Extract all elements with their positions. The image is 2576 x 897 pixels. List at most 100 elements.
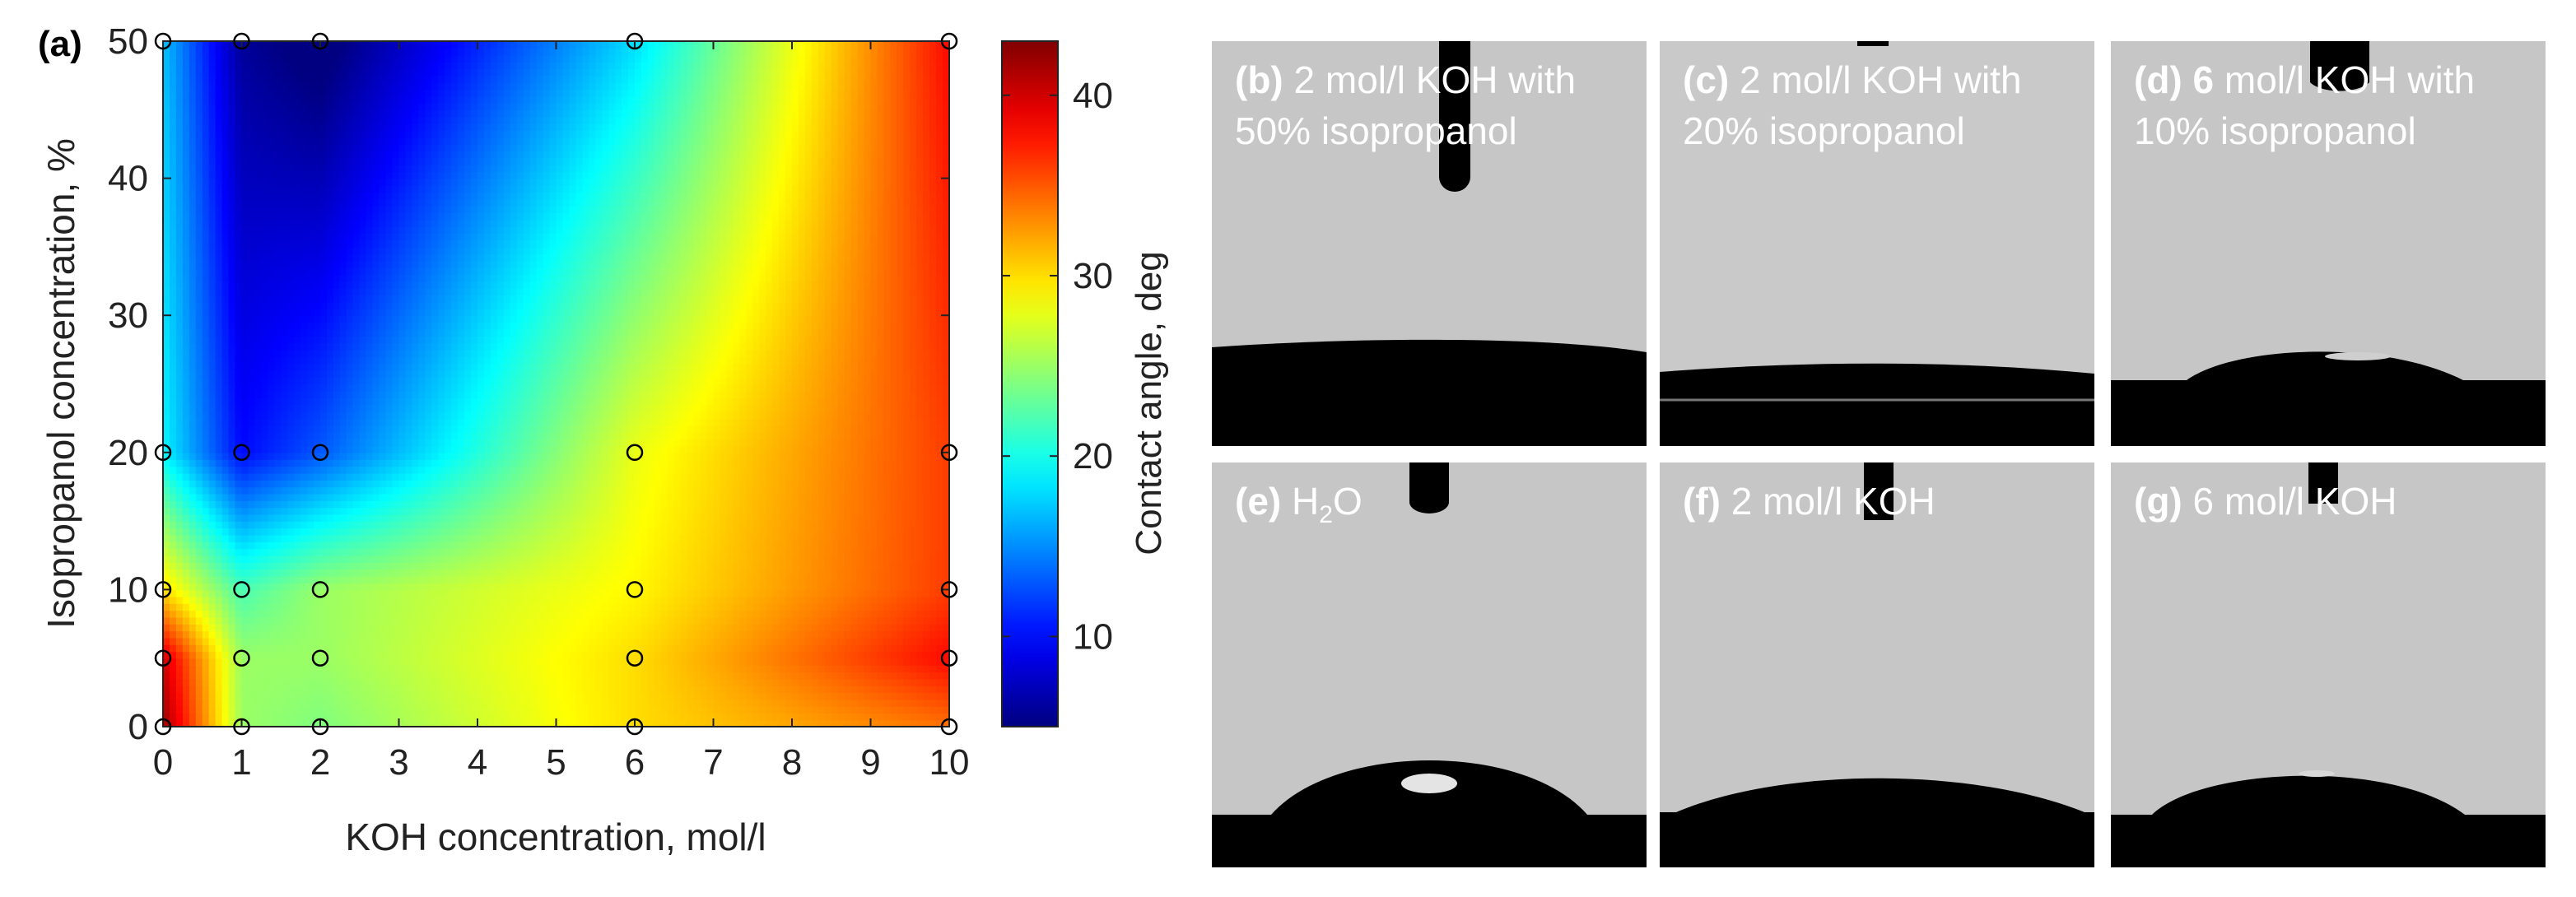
contour-cell: [307, 452, 314, 460]
contour-cell: [261, 589, 269, 597]
contour-cell: [339, 404, 347, 412]
contour-cell: [268, 205, 276, 214]
contour-cell: [379, 192, 387, 200]
contour-cell: [281, 151, 289, 159]
contour-cell: [287, 61, 295, 70]
contour-cell: [202, 514, 210, 522]
contour-cell: [451, 68, 459, 77]
contour-cell: [438, 123, 446, 132]
contour-cell: [182, 583, 190, 591]
contour-cell: [392, 548, 400, 556]
contour-cell: [326, 233, 334, 241]
contour-cell: [359, 219, 367, 227]
contour-cell: [483, 692, 491, 700]
contour-cell: [326, 493, 334, 501]
contour-cell: [300, 267, 308, 276]
contour-cell: [274, 472, 282, 481]
contour-cell: [352, 308, 361, 316]
contour-cell: [300, 192, 308, 200]
contour-cell: [359, 239, 367, 248]
contour-cell: [483, 665, 491, 673]
contour-cell: [339, 562, 347, 570]
contour-cell: [320, 706, 328, 714]
contour-cell: [215, 699, 223, 707]
contour-cell: [287, 192, 295, 200]
contour-cell: [163, 486, 170, 495]
contour-cell: [248, 575, 256, 583]
contour-cell: [221, 418, 230, 426]
contour-cell: [175, 61, 184, 70]
contour-cell: [477, 569, 485, 577]
contour-cell: [483, 301, 491, 309]
contour-cell: [175, 439, 184, 447]
contour-cell: [425, 500, 433, 509]
contour-cell: [254, 397, 263, 406]
contour-cell: [248, 151, 256, 159]
contour-cell: [418, 651, 426, 659]
contour-cell: [314, 267, 321, 276]
contour-cell: [451, 151, 459, 159]
contour-cell: [398, 336, 407, 344]
contour-cell: [261, 137, 269, 145]
contour-cell: [326, 445, 334, 453]
contour-cell: [235, 439, 243, 447]
contour-cell: [228, 363, 236, 371]
contour-cell: [398, 397, 407, 406]
contour-cell: [398, 315, 407, 323]
contour-cell: [412, 575, 420, 583]
contour-cell: [268, 699, 276, 707]
contour-cell: [294, 431, 301, 439]
contour-cell: [471, 439, 478, 447]
contour-cell: [208, 390, 217, 398]
contour-cell: [471, 178, 478, 186]
contour-cell: [189, 239, 197, 248]
contour-cell: [392, 562, 400, 570]
contour-cell: [412, 678, 420, 686]
contour-cell: [346, 171, 354, 179]
contour-cell: [248, 102, 256, 111]
contour-cell: [398, 678, 407, 686]
contour-cell: [483, 651, 491, 659]
contour-cell: [202, 308, 210, 316]
contour-cell: [307, 363, 314, 371]
contour-cell: [268, 665, 276, 673]
contour-cell: [182, 151, 190, 159]
contour-cell: [326, 521, 334, 529]
contour-cell: [451, 472, 459, 481]
contour-cell: [300, 651, 308, 659]
contour-cell: [458, 507, 465, 515]
contour-cell: [163, 356, 170, 365]
contour-cell: [287, 246, 295, 255]
contour-cell: [300, 541, 308, 550]
contour-cell: [445, 569, 452, 577]
contour-cell: [464, 411, 472, 419]
contour-cell: [287, 692, 295, 700]
contour-cell: [464, 528, 472, 536]
contour-cell: [195, 109, 203, 118]
contour-cell: [438, 81, 446, 91]
contour-cell: [189, 624, 197, 632]
contour-cell: [359, 212, 367, 221]
contour-cell: [392, 75, 400, 83]
contour-cell: [451, 81, 459, 91]
contour-cell: [274, 528, 282, 536]
contour-cell: [281, 466, 289, 474]
contour-cell: [254, 610, 263, 618]
contour-cell: [202, 295, 210, 303]
contour-cell: [326, 383, 334, 392]
contour-cell: [241, 630, 249, 639]
contour-cell: [202, 342, 210, 351]
contour-cell: [248, 322, 256, 330]
contour-cell: [228, 54, 236, 63]
contour-cell: [412, 192, 420, 200]
contour-cell: [195, 562, 203, 570]
contour-cell: [477, 562, 485, 570]
contour-cell: [202, 68, 210, 77]
contour-cell: [195, 699, 203, 707]
contour-cell: [425, 178, 433, 186]
contour-cell: [398, 116, 407, 124]
contour-cell: [175, 246, 184, 255]
contour-cell: [215, 651, 223, 659]
contour-cell: [254, 418, 263, 426]
contour-cell: [326, 192, 334, 200]
